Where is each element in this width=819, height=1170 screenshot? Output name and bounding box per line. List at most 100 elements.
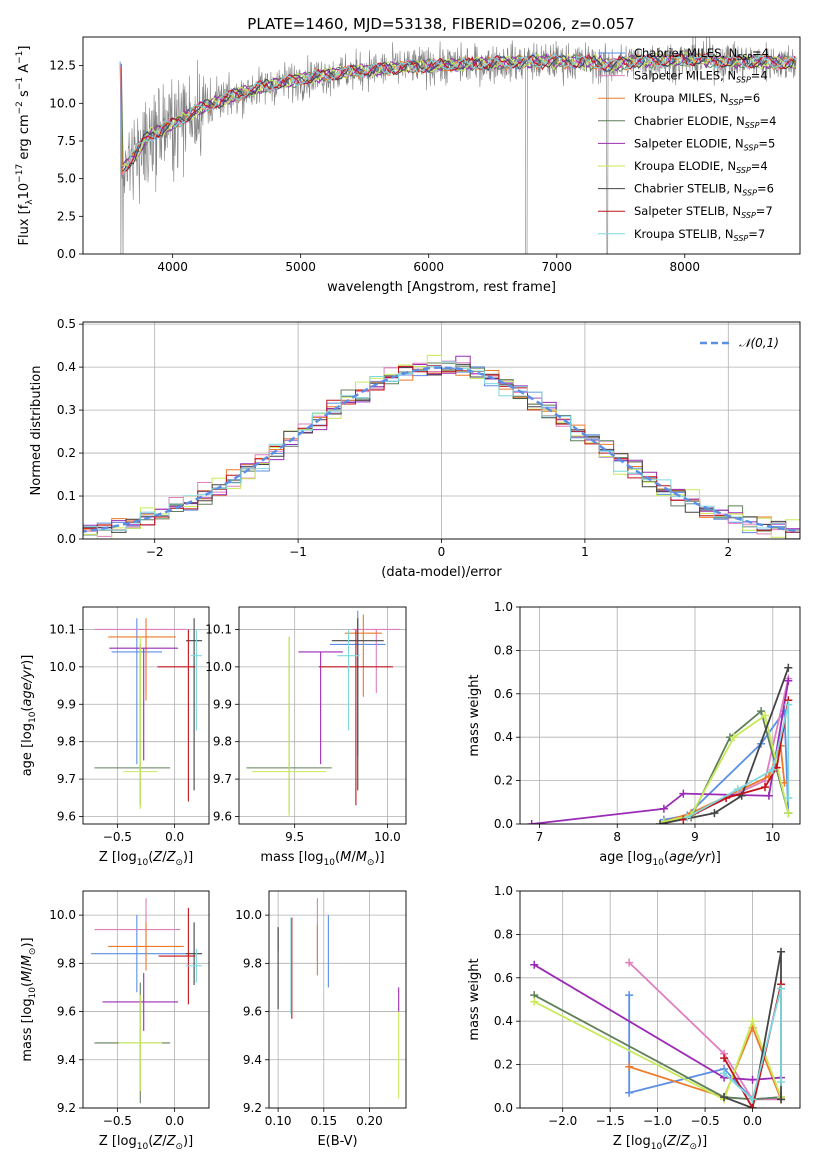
weight-marker bbox=[625, 991, 634, 1000]
x-tick-label: 10.0 bbox=[374, 830, 401, 844]
x-axis-label: age [log10(age/yr)] bbox=[599, 850, 721, 868]
legend-label: Chabrier MILES, NSSP=4 bbox=[634, 46, 769, 62]
weight-line bbox=[533, 964, 782, 1081]
y-tick-label: 0.6 bbox=[494, 687, 513, 701]
y-tick-label: 5.0 bbox=[57, 172, 76, 186]
y-tick-label: 0.0 bbox=[494, 1101, 513, 1115]
x-tick-label: −0.5 bbox=[691, 1114, 720, 1128]
y-tick-label: 9.2 bbox=[243, 1101, 262, 1115]
weight-marker bbox=[777, 1095, 786, 1104]
y-tick-label: 1.0 bbox=[494, 600, 513, 614]
y-tick-label: 10.1 bbox=[205, 622, 232, 636]
y-axis-label: age [log10(age/yr)] bbox=[20, 655, 38, 777]
weight-line bbox=[628, 961, 781, 1101]
weight-marker bbox=[784, 700, 793, 709]
weight-marker bbox=[659, 804, 668, 813]
y-tick-label: 2.5 bbox=[57, 209, 76, 223]
legend-nssp: =4 bbox=[751, 69, 768, 83]
weight-marker bbox=[679, 789, 688, 798]
weight-line bbox=[723, 988, 782, 1101]
panel-weight-vs-age: 7 8 9 10 0.0 0.2 0.4 0.6 0.8 1.0 age [log10(age/yr… bbox=[467, 600, 801, 868]
errorbars bbox=[91, 898, 203, 1104]
y-tick-label: 9.6 bbox=[243, 1005, 262, 1019]
weight-marker bbox=[527, 820, 536, 824]
y-tick-label: 0.4 bbox=[57, 360, 76, 374]
x-tick-label: 9.5 bbox=[285, 830, 304, 844]
y-axis-label: mass [log10(M/M⊙)] bbox=[20, 937, 38, 1061]
y-tick-label: 0.2 bbox=[57, 446, 76, 460]
x-axis-label: Z [log10(Z/Z⊙)] bbox=[99, 850, 193, 868]
legend-label: Chabrier ELODIE, NSSP=4 bbox=[634, 114, 776, 130]
y-tick-label: 10.0 bbox=[49, 96, 76, 110]
y-tick-label: 9.6 bbox=[57, 810, 76, 824]
y-tick-label: 0.0 bbox=[494, 817, 513, 831]
y-tick-label: 1.0 bbox=[494, 884, 513, 898]
panel-mass-vs-Z: −0.5 0.0 9.2 9.4 9.6 9.8 10.0 Z [log10(Z/Z⊙)] ma… bbox=[20, 890, 210, 1152]
y-tick-label: 12.5 bbox=[49, 59, 76, 73]
axes-frame bbox=[238, 606, 407, 825]
panel-residuals: −2 −1 0 1 2 0.0 0.1 0.2 0.3 0.4 0.5 (data-model)/er… bbox=[29, 317, 801, 580]
x-tick-label: −0.5 bbox=[103, 830, 132, 844]
x-tick-label: 0.15 bbox=[310, 1114, 337, 1128]
model-spectrum bbox=[122, 52, 796, 173]
weight-lines bbox=[530, 947, 786, 1108]
axes-frame bbox=[519, 606, 801, 825]
x-axis-label: Z [log10(Z/Z⊙)] bbox=[99, 1134, 193, 1152]
weight-marker bbox=[784, 809, 793, 818]
legend-label: Salpeter MILES, NSSP=4 bbox=[634, 69, 768, 85]
model-spectrum bbox=[122, 50, 796, 172]
x-axis-label: wavelength [Angstrom, rest frame] bbox=[327, 280, 556, 295]
y-axis-label: mass weight bbox=[467, 958, 482, 1040]
legend-nssp: =4 bbox=[760, 114, 777, 128]
y-tick-label: 0.0 bbox=[57, 532, 76, 546]
y-tick-label: 9.8 bbox=[213, 735, 232, 749]
weight-marker bbox=[764, 791, 773, 800]
weight-marker bbox=[625, 958, 634, 967]
weight-marker bbox=[748, 1095, 757, 1104]
histograms bbox=[83, 354, 800, 539]
y-tick-label: 0.0 bbox=[57, 247, 76, 261]
y-tick-label: 0.6 bbox=[494, 971, 513, 985]
legend-label: 𝒩(0,1) bbox=[739, 336, 779, 350]
panel-mass-vs-EBV: 0.10 0.15 0.20 9.2 9.4 9.6 9.8 10.0 E(B-V) bbox=[235, 890, 407, 1149]
spectrum-legend: Chabrier MILES, NSSP=4 Salpeter MILES, NS… bbox=[598, 46, 776, 243]
y-tick-label: 0.1 bbox=[57, 489, 76, 503]
axes-frame bbox=[82, 890, 210, 1109]
y-tick-label: 10.0 bbox=[49, 908, 76, 922]
panels: 4000 5000 6000 7000 80000.02.55.07.510.012.5… bbox=[15, 36, 801, 1152]
panel-weight-vs-Z: −2.0 −1.5 −1.0 −0.5 0.0 0.0 0.2 0.4 0.6 0.8 1.0 Z [… bbox=[467, 884, 801, 1152]
y-tick-label: 0.3 bbox=[57, 403, 76, 417]
y-tick-label: 10.1 bbox=[49, 622, 76, 636]
x-axis-label: E(B-V) bbox=[317, 1134, 357, 1149]
weight-line bbox=[533, 1000, 782, 1101]
x-tick-label: −0.5 bbox=[103, 1114, 132, 1128]
legend-subscript: SSP bbox=[742, 189, 757, 198]
weight-marker bbox=[748, 1017, 757, 1026]
y-tick-label: 0.4 bbox=[494, 1014, 513, 1028]
legend-subscript: SSP bbox=[729, 98, 744, 107]
y-tick-label: 0.5 bbox=[57, 317, 76, 331]
weight-marker bbox=[768, 765, 777, 774]
legend-subscript: SSP bbox=[741, 211, 756, 220]
weight-marker bbox=[733, 785, 742, 794]
y-tick-label: 0.8 bbox=[494, 927, 513, 941]
residual-histogram bbox=[83, 361, 800, 539]
x-axis-label: (data-model)/error bbox=[381, 565, 502, 580]
weight-marker bbox=[748, 1075, 757, 1084]
legend-subscript: SSP bbox=[736, 166, 751, 175]
weight-marker bbox=[720, 1054, 729, 1063]
y-tick-label: 9.2 bbox=[57, 1101, 76, 1115]
x-tick-label: 0.0 bbox=[743, 1114, 762, 1128]
x-tick-label: 0.20 bbox=[356, 1114, 383, 1128]
legend-label: Kroupa STELIB, NSSP=7 bbox=[634, 227, 765, 243]
weight-marker bbox=[683, 813, 692, 822]
panel-age-vs-Z: −0.5 0.0 9.6 9.7 9.8 9.9 10.0 10.1 Z [log10(Z/Z⊙… bbox=[20, 606, 210, 868]
x-tick-label: 8 bbox=[613, 830, 621, 844]
x-tick-label: 0 bbox=[438, 545, 446, 559]
x-axis-label: mass [log10(M/M⊙)] bbox=[260, 850, 384, 868]
weight-marker bbox=[656, 820, 664, 824]
weight-marker bbox=[757, 707, 766, 716]
legend-nssp: =6 bbox=[743, 91, 760, 105]
legend-subscript: SSP bbox=[745, 121, 760, 130]
weight-marker bbox=[761, 711, 769, 720]
